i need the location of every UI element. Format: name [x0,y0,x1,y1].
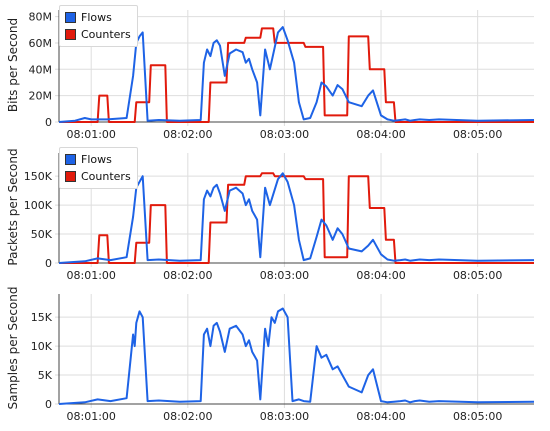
y-tick-label: 10K [31,340,53,353]
legend-swatch-counters [65,171,76,182]
x-tick-label: 08:04:00 [356,410,405,423]
packets-chart-panel: 08:01:00 08:02:00 08:03:00 08:04:00 08:05:00… [0,142,550,286]
legend-item-counters[interactable]: Counters [65,26,131,43]
x-tick-label: 08:02:00 [163,410,212,423]
legend-swatch-flows [65,154,76,165]
legend-label-counters: Counters [81,170,131,183]
x-tick-label: 08:05:00 [453,269,502,282]
legend-swatch-counters [65,29,76,40]
y-tick-label: 150K [24,170,53,183]
y-tick-label: 0 [45,398,52,411]
y-axis-label: Samples per Second [6,287,20,410]
x-tick-label: 08:03:00 [260,269,309,282]
x-tick-label: 08:05:00 [453,410,502,423]
x-tick-label: 08:03:00 [260,410,309,423]
y-tick-label: 5K [38,369,53,382]
x-tick-label: 08:01:00 [67,128,116,141]
x-tick-label: 08:04:00 [356,269,405,282]
x-tick-label: 08:01:00 [67,269,116,282]
y-tick-label: 0 [45,257,52,270]
packets-chart-svg: 08:01:00 08:02:00 08:03:00 08:04:00 08:05:00… [6,148,535,282]
y-tick-label: 20M [29,90,53,103]
legend-item-counters[interactable]: Counters [65,168,131,185]
y-tick-label: 15K [31,311,53,324]
x-tick-label: 08:03:00 [260,128,309,141]
y-tick-label: 50K [31,228,53,241]
y-axis-label: Packets per Second [6,148,20,265]
legend-label-counters: Counters [81,28,131,41]
x-tick-label: 08:01:00 [67,410,116,423]
series-line-counters [59,27,534,123]
bits-chart-legend: Flows Counters [59,5,138,47]
samples-chart-svg: 08:01:00 08:02:00 08:03:00 08:04:00 08:05:00… [6,287,535,423]
packets-chart-legend: Flows Counters [59,147,138,189]
series-line-flows [58,307,535,405]
legend-item-flows[interactable]: Flows [65,9,131,26]
y-tick-label: 80M [29,11,53,24]
legend-item-flows[interactable]: Flows [65,151,131,168]
bits-chart-panel: 08:01:00 08:02:00 08:03:00 08:04:00 08:05:00… [0,0,550,142]
legend-label-flows: Flows [81,153,112,166]
series-line-flows [58,26,535,123]
legend-swatch-flows [65,12,76,23]
series-line-flows [58,172,535,264]
samples-chart-panel: 08:01:00 08:02:00 08:03:00 08:04:00 08:05:00… [0,286,550,431]
x-tick-label: 08:02:00 [163,269,212,282]
y-tick-label: 0 [45,116,52,129]
y-axis-label: Bits per Second [6,18,20,112]
y-tick-label: 60M [29,37,53,50]
y-tick-label: 100K [24,199,53,212]
y-tick-label: 40M [29,63,53,76]
x-tick-label: 08:04:00 [356,128,405,141]
x-tick-label: 08:02:00 [163,128,212,141]
x-tick-label: 08:05:00 [453,128,502,141]
series-line-counters [59,172,534,264]
legend-label-flows: Flows [81,11,112,24]
